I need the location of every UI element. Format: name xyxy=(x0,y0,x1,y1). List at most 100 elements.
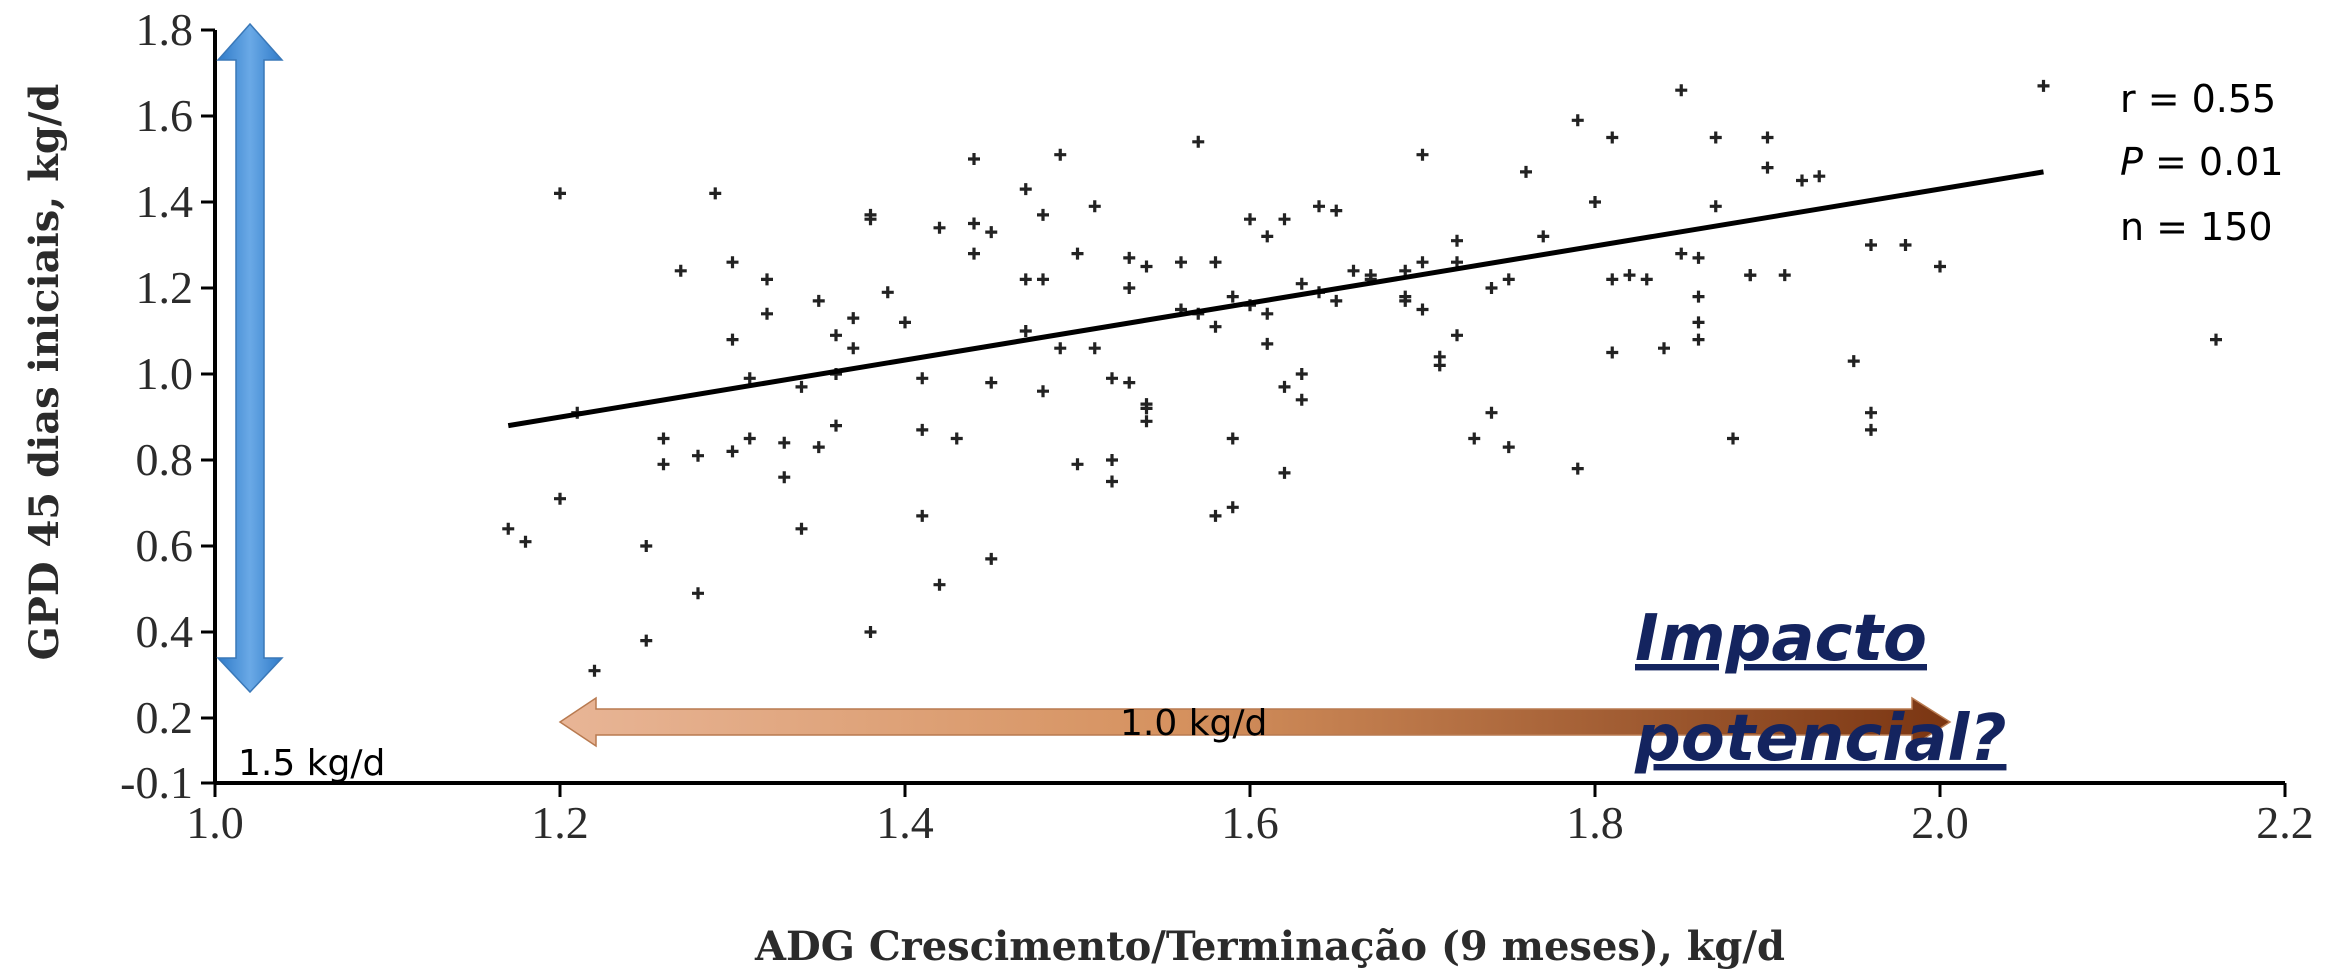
stat-p-value: = 0.01 xyxy=(2143,140,2284,184)
data-point xyxy=(1520,165,1532,178)
y-tick-label: -0.1 xyxy=(120,757,193,808)
data-point xyxy=(1106,454,1118,466)
y-tick-label: 1.6 xyxy=(136,90,194,141)
data-point xyxy=(1727,432,1739,445)
stat-p-symbol: P xyxy=(2120,140,2143,184)
data-point xyxy=(1433,359,1446,372)
data-point xyxy=(985,226,998,239)
data-point xyxy=(1209,509,1222,522)
data-point xyxy=(1813,170,1826,183)
data-point xyxy=(761,273,773,286)
data-point xyxy=(950,432,963,445)
data-point xyxy=(1537,230,1550,243)
data-point xyxy=(1865,239,1877,251)
data-point xyxy=(2037,79,2050,92)
data-point xyxy=(1295,368,1308,380)
data-point xyxy=(588,664,601,677)
data-point xyxy=(1209,320,1222,333)
trend-line xyxy=(507,169,2044,429)
data-point xyxy=(1571,114,1584,127)
data-point xyxy=(1071,458,1084,471)
data-point xyxy=(830,329,842,342)
data-point xyxy=(1416,303,1429,316)
data-point xyxy=(778,471,791,484)
data-point xyxy=(1485,406,1498,419)
data-point xyxy=(1347,264,1360,277)
y-tick-label: 0.8 xyxy=(136,434,194,485)
data-point xyxy=(1502,441,1515,454)
data-point xyxy=(1675,84,1688,97)
data-point xyxy=(1019,273,1032,286)
data-point xyxy=(1278,380,1291,393)
data-point xyxy=(1054,342,1067,355)
data-point xyxy=(519,535,532,548)
data-point xyxy=(847,312,860,325)
x-tick-label: 1.0 xyxy=(186,797,244,848)
data-point xyxy=(657,432,670,445)
data-point xyxy=(1175,256,1187,269)
data-point xyxy=(1088,342,1101,355)
data-point xyxy=(709,187,722,200)
data-point xyxy=(1295,393,1308,406)
data-point xyxy=(1709,200,1722,213)
data-point xyxy=(1192,135,1205,148)
data-point xyxy=(1623,269,1636,282)
data-point xyxy=(657,458,670,471)
data-point xyxy=(726,333,739,346)
data-point xyxy=(1451,329,1463,342)
data-point xyxy=(1399,264,1412,277)
x-tick-label: 2.2 xyxy=(2256,797,2314,848)
data-point xyxy=(1278,466,1291,479)
data-point xyxy=(1658,342,1670,355)
data-point xyxy=(1589,196,1601,208)
data-point xyxy=(1313,200,1325,213)
data-point xyxy=(502,522,515,535)
data-point xyxy=(1692,290,1705,303)
data-point xyxy=(830,419,842,432)
data-point xyxy=(1847,355,1860,368)
data-point xyxy=(812,441,825,454)
data-point xyxy=(1692,251,1705,264)
y-tick-label: 1.4 xyxy=(136,176,194,227)
vertical-range-arrow xyxy=(216,22,284,694)
data-point xyxy=(1330,294,1343,307)
data-point xyxy=(1692,316,1705,329)
data-point xyxy=(916,423,929,436)
data-point xyxy=(795,380,808,393)
data-point xyxy=(1226,290,1239,303)
data-point xyxy=(1416,256,1429,269)
data-point xyxy=(1226,432,1239,445)
data-point xyxy=(1744,269,1757,282)
data-point xyxy=(554,187,566,200)
data-point xyxy=(1071,247,1084,260)
data-point xyxy=(864,213,877,226)
data-point xyxy=(1209,256,1222,269)
data-point xyxy=(968,217,980,230)
data-point xyxy=(640,540,653,552)
data-point xyxy=(985,552,998,565)
data-point xyxy=(1140,402,1153,415)
data-point xyxy=(916,509,929,522)
data-point xyxy=(761,307,773,320)
data-point xyxy=(726,445,739,458)
y-tick-label: 1.8 xyxy=(136,4,194,55)
data-point xyxy=(1123,376,1136,389)
data-point xyxy=(743,432,756,445)
data-point xyxy=(1934,260,1946,273)
data-point xyxy=(2210,333,2222,346)
data-point xyxy=(1295,277,1308,290)
x-tick-label: 2.0 xyxy=(1911,797,1969,848)
data-point xyxy=(1761,131,1774,144)
data-point xyxy=(1054,148,1067,161)
data-point xyxy=(1502,273,1515,286)
data-point xyxy=(640,634,653,647)
impact-text-line2: potencial? xyxy=(1634,702,2006,776)
data-point xyxy=(916,372,929,385)
stat-n: n = 150 xyxy=(2120,205,2273,249)
data-point xyxy=(1761,161,1774,174)
data-point xyxy=(1571,462,1584,475)
y-tick-labels: -0.1 0.2 0.4 0.6 0.8 1.0 1.2 1.4 1.6 1.8 xyxy=(120,4,215,808)
data-point xyxy=(968,247,980,260)
data-point xyxy=(1244,213,1256,226)
